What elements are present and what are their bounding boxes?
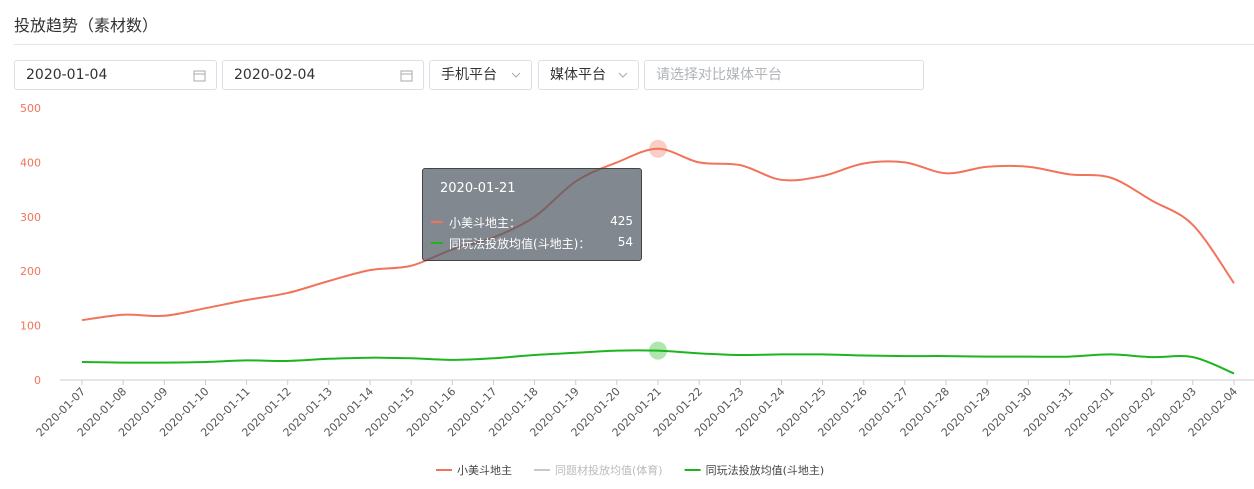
y-tick-label: 0: [34, 374, 41, 387]
y-tick-label: 400: [20, 156, 41, 169]
tooltip-value: 54: [617, 235, 633, 249]
select[interactable]: 手机平台: [429, 60, 532, 90]
series-line: [81, 147, 1235, 322]
chevron: [511, 72, 521, 78]
y-tick-label: 200: [20, 265, 41, 278]
highlight-point: [649, 341, 667, 360]
tooltip-value: 425: [610, 214, 633, 228]
date-input[interactable]: 2020-02-04: [222, 60, 424, 90]
tooltip-row: 小美斗地主： 425: [431, 214, 633, 230]
legend-label: 同题材投放均值(体育): [555, 463, 663, 477]
tooltip-swatch: [431, 221, 443, 223]
tooltip: 2020-01-21 小美斗地主： 425 同玩法投放均值(斗地主)： 54: [422, 168, 642, 261]
select-text: 媒体平台: [550, 67, 606, 83]
divider: [14, 44, 1254, 45]
series-line: [81, 349, 1235, 375]
date-text: 2020-02-04: [234, 67, 316, 83]
y-tick-label: 300: [20, 211, 41, 224]
highlight-point: [649, 139, 667, 158]
date-input[interactable]: 2020-01-04: [14, 60, 217, 90]
tooltip-row: 同玩法投放均值(斗地主)： 54: [431, 235, 633, 251]
calendar-icon: [400, 70, 413, 82]
calendar-icon: [193, 70, 206, 82]
date-text: 2020-01-04: [26, 67, 108, 83]
page-title: 投放趋势（素材数）: [14, 16, 159, 35]
y-tick-label: 500: [20, 102, 41, 115]
placeholder: 请选择对比媒体平台: [656, 67, 782, 83]
chevron: [618, 72, 628, 78]
tooltip-title: 2020-01-21: [440, 181, 516, 196]
tooltip-label: 小美斗地主：: [449, 216, 522, 230]
legend-label: 小美斗地主: [457, 464, 512, 477]
legend-label: 同玩法投放均值(斗地主): [706, 463, 825, 477]
tooltip-label: 同玩法投放均值(斗地主)：: [449, 237, 591, 251]
select[interactable]: 媒体平台: [538, 60, 639, 90]
compare-input[interactable]: 请选择对比媒体平台: [644, 60, 924, 90]
tooltip-swatch: [431, 242, 443, 244]
y-tick-label: 100: [20, 320, 41, 333]
select-text: 手机平台: [441, 67, 497, 83]
